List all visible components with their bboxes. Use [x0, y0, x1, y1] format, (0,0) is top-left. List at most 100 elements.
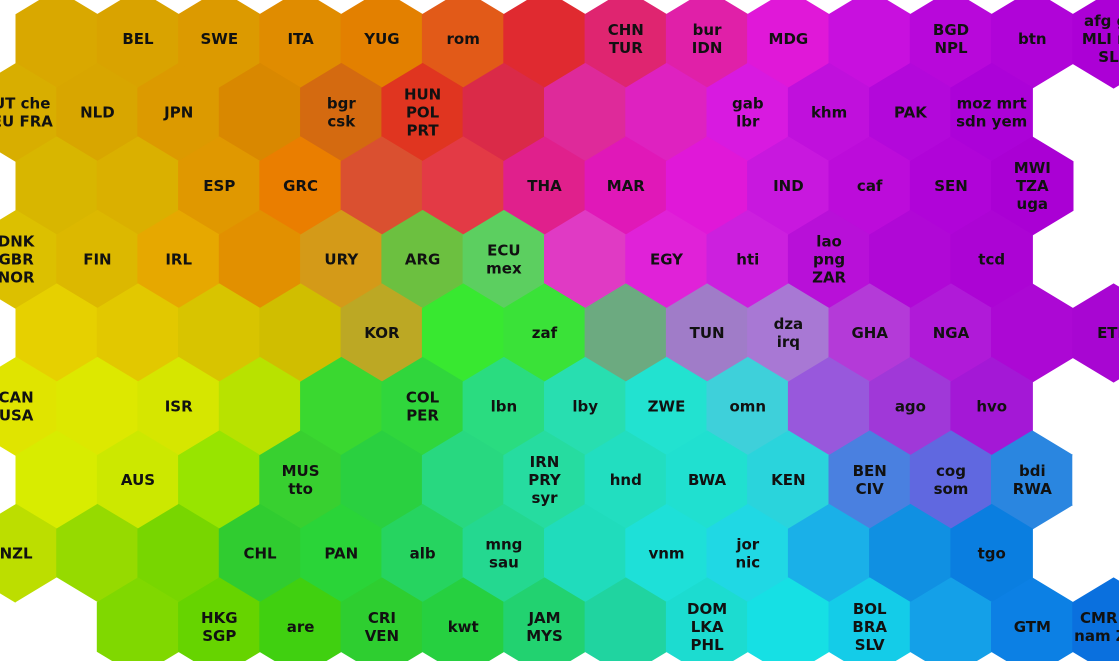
hex-cell	[665, 0, 749, 89]
hex-cell	[381, 62, 464, 163]
hex-cell	[137, 356, 220, 457]
hex-cell	[909, 430, 993, 530]
hex-cell	[340, 136, 424, 236]
country-code-label: CHL	[243, 545, 277, 563]
hex-cell	[96, 136, 180, 236]
hex-cell	[991, 577, 1074, 661]
hex-cell	[747, 0, 830, 89]
country-code-label: TUR	[609, 39, 643, 57]
country-code-label: TUN	[690, 324, 725, 342]
hex-cell	[828, 577, 911, 661]
country-code-label: PAK	[894, 104, 928, 122]
country-code-label: POL	[406, 104, 440, 122]
country-code-label: ZWE	[648, 398, 686, 416]
hex-cell	[787, 62, 871, 163]
country-code-label: lao	[816, 233, 842, 251]
country-code-label: cog	[936, 462, 966, 480]
country-code-label: rom	[447, 30, 480, 48]
country-code-label: khm	[811, 104, 847, 122]
country-code-label: CIV	[856, 480, 885, 498]
country-code-label: MWI	[1014, 159, 1051, 177]
hex-cell	[991, 0, 1074, 89]
hex-cell	[706, 503, 789, 604]
country-code-label: BGD	[933, 21, 969, 39]
hex-cell	[869, 356, 952, 457]
country-code-label: COL	[406, 389, 440, 407]
hex-cell	[421, 0, 505, 89]
hex-cell	[300, 62, 383, 163]
country-code-label: CHN	[608, 21, 644, 39]
hex-cell	[259, 430, 342, 530]
country-code-label: EGY	[650, 251, 684, 269]
hex-cell	[665, 430, 749, 530]
country-code-label: png	[813, 251, 845, 269]
hex-cell	[747, 136, 830, 236]
hex-cell	[340, 0, 424, 89]
hex-cell	[15, 0, 98, 89]
country-code-label: AUS	[121, 471, 155, 489]
hex-cell	[747, 577, 830, 661]
country-code-label: NOR	[0, 269, 35, 287]
hex-cell	[869, 503, 952, 604]
country-code-label: moz mrt	[957, 95, 1027, 113]
hex-cell	[625, 62, 708, 163]
hex-cell	[747, 430, 830, 530]
country-code-label: caf	[857, 177, 883, 195]
country-code-label: PHL	[691, 636, 725, 654]
hex-cell	[665, 136, 749, 236]
country-code-label: omn	[729, 398, 766, 416]
country-code-label: zaf	[532, 324, 558, 342]
country-code-label: PAN	[324, 545, 358, 563]
hex-cell	[706, 209, 789, 310]
country-code-label: ago	[895, 398, 926, 416]
country-code-label: IRL	[165, 251, 192, 269]
country-code-label: URY	[324, 251, 359, 269]
hex-cell	[909, 0, 993, 89]
hex-cell	[909, 136, 993, 236]
hex-cell	[421, 136, 505, 236]
hex-cell	[15, 430, 98, 530]
hex-cell	[0, 62, 58, 163]
country-code-label: SEN	[934, 177, 968, 195]
country-code-label: bdi	[1019, 462, 1046, 480]
hex-cell	[178, 430, 261, 530]
country-code-label: DOM	[687, 600, 727, 618]
hex-cell	[218, 62, 302, 163]
country-code-label: KOR	[364, 324, 400, 342]
hex-cell	[259, 283, 342, 383]
country-code-label: gab	[732, 95, 764, 113]
hex-cell	[544, 62, 627, 163]
hex-cell	[300, 503, 383, 604]
hex-cell	[909, 577, 993, 661]
hex-cell	[1072, 283, 1119, 383]
hex-cell	[421, 430, 505, 530]
hex-cell	[462, 503, 546, 604]
hex-cell	[787, 503, 871, 604]
country-code-label: hnd	[610, 471, 642, 489]
country-code-label: NPL	[934, 39, 968, 57]
country-code-label: sdn yem	[956, 113, 1027, 131]
country-code-label: HUN	[404, 86, 441, 104]
country-code-label: csk	[327, 113, 356, 131]
hex-cell	[828, 136, 911, 236]
country-code-label: GRC	[283, 177, 318, 195]
hex-cell	[421, 283, 505, 383]
country-code-label: USA	[0, 407, 34, 425]
hex-cell	[381, 209, 464, 310]
country-code-label: MYS	[526, 627, 563, 645]
hex-cell	[96, 283, 180, 383]
hex-cell	[15, 577, 98, 661]
hex-cell	[1072, 0, 1119, 89]
hex-cell	[218, 503, 302, 604]
country-code-label: SLE	[1098, 48, 1119, 66]
country-code-label: SWE	[200, 30, 238, 48]
hex-cell	[625, 356, 708, 457]
hex-cell	[178, 283, 261, 383]
country-code-label: BOL	[853, 600, 887, 618]
hex-cell	[381, 503, 464, 604]
hex-cell	[137, 503, 220, 604]
country-code-label: lby	[572, 398, 598, 416]
country-code-label: PRT	[407, 122, 440, 140]
country-code-label: LKA	[691, 618, 724, 636]
hex-cell	[259, 0, 342, 89]
